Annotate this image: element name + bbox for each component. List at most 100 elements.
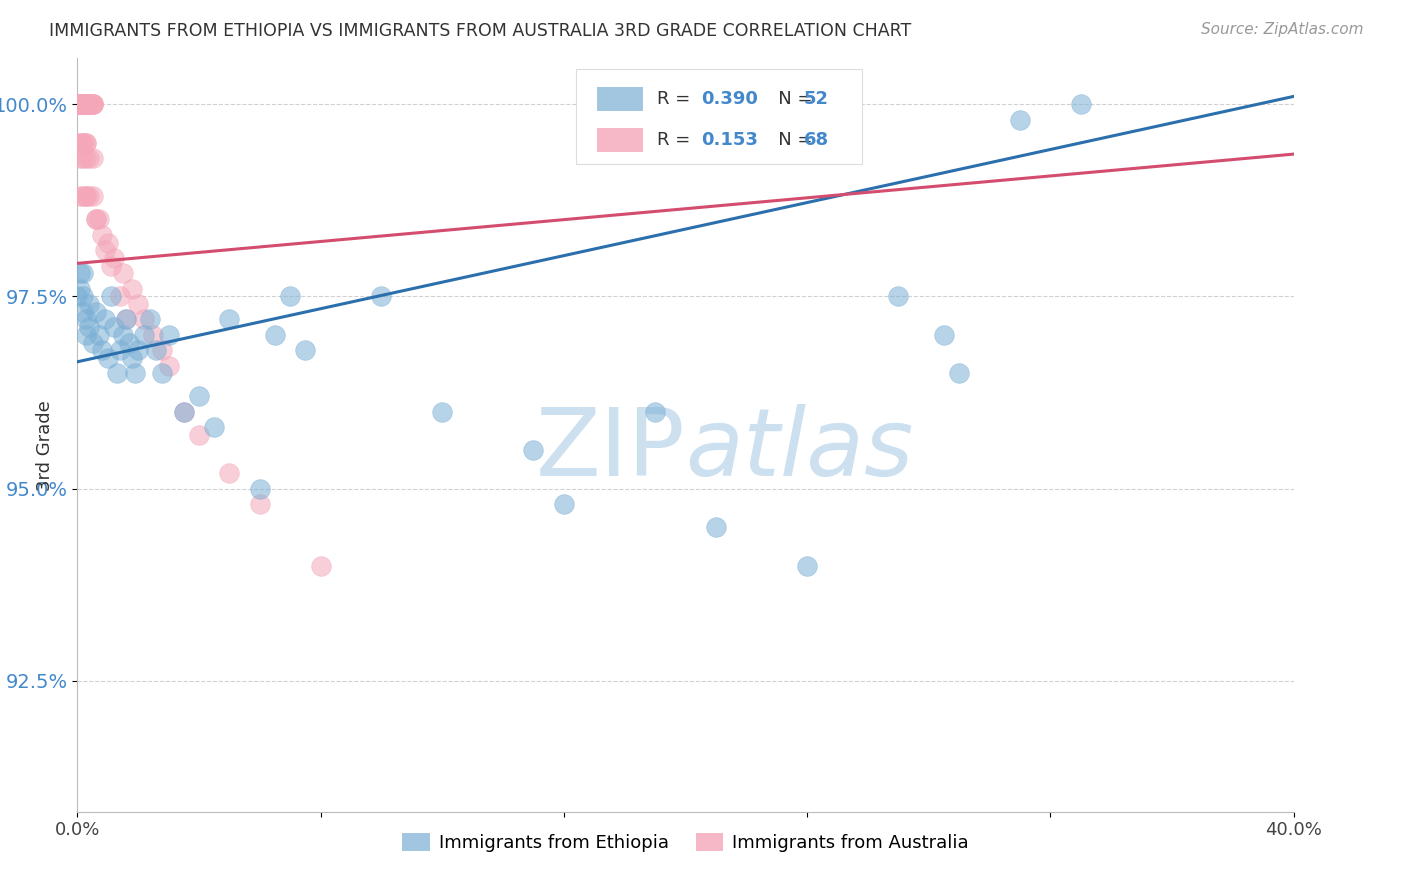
- Point: [69, 189, 91, 203]
- Point: [796, 558, 818, 573]
- Point: [309, 558, 332, 573]
- Text: ZIP: ZIP: [536, 404, 686, 496]
- Point: [75, 97, 97, 112]
- Point: [84, 212, 107, 227]
- Text: Source: ZipAtlas.com: Source: ZipAtlas.com: [1201, 22, 1364, 37]
- Point: [1070, 97, 1092, 112]
- Point: [72, 189, 94, 203]
- Point: [124, 367, 146, 381]
- Point: [82, 335, 104, 350]
- Point: [69, 97, 91, 112]
- Point: [553, 497, 575, 511]
- Point: [188, 428, 211, 442]
- Bar: [596, 87, 643, 111]
- Point: [134, 327, 156, 342]
- Point: [93, 244, 115, 258]
- Point: [75, 151, 97, 165]
- Point: [139, 312, 162, 326]
- Text: R =: R =: [658, 90, 696, 108]
- Point: [264, 327, 287, 342]
- Point: [115, 312, 138, 326]
- Point: [142, 327, 165, 342]
- Point: [108, 343, 131, 358]
- Point: [100, 259, 122, 273]
- Point: [72, 289, 94, 303]
- Point: [79, 297, 101, 311]
- Point: [79, 97, 101, 112]
- Point: [87, 327, 110, 342]
- Point: [249, 482, 271, 496]
- Point: [370, 289, 392, 303]
- Point: [69, 97, 91, 112]
- Text: N =: N =: [761, 131, 818, 149]
- Point: [69, 282, 91, 296]
- Point: [72, 97, 94, 112]
- Point: [887, 289, 910, 303]
- Point: [82, 97, 104, 112]
- Point: [90, 343, 112, 358]
- Point: [82, 97, 104, 112]
- Point: [121, 282, 143, 296]
- Point: [100, 289, 122, 303]
- Text: 0.390: 0.390: [702, 90, 758, 108]
- Point: [72, 305, 94, 319]
- Point: [1008, 112, 1031, 127]
- Point: [66, 289, 89, 303]
- Point: [430, 405, 453, 419]
- Point: [75, 312, 97, 326]
- Point: [66, 97, 89, 112]
- Point: [115, 312, 138, 326]
- Point: [82, 189, 104, 203]
- Text: atlas: atlas: [686, 404, 914, 495]
- Point: [103, 320, 125, 334]
- Point: [79, 97, 101, 112]
- Point: [75, 189, 97, 203]
- Text: IMMIGRANTS FROM ETHIOPIA VS IMMIGRANTS FROM AUSTRALIA 3RD GRADE CORRELATION CHAR: IMMIGRANTS FROM ETHIOPIA VS IMMIGRANTS F…: [49, 22, 911, 40]
- Point: [134, 312, 156, 326]
- Point: [69, 97, 91, 112]
- Point: [79, 320, 101, 334]
- Point: [152, 367, 174, 381]
- Point: [294, 343, 316, 358]
- Point: [111, 327, 134, 342]
- Point: [82, 97, 104, 112]
- Point: [105, 367, 128, 381]
- Point: [79, 151, 101, 165]
- Point: [82, 97, 104, 112]
- Point: [75, 136, 97, 150]
- Point: [69, 97, 91, 112]
- Point: [75, 327, 97, 342]
- Point: [72, 136, 94, 150]
- FancyBboxPatch shape: [576, 70, 862, 163]
- Point: [173, 405, 195, 419]
- Text: 52: 52: [803, 90, 828, 108]
- Point: [932, 327, 955, 342]
- Point: [157, 359, 180, 373]
- Point: [157, 327, 180, 342]
- Point: [72, 266, 94, 280]
- Bar: [596, 128, 643, 153]
- Point: [173, 405, 195, 419]
- Point: [127, 297, 149, 311]
- Point: [948, 367, 970, 381]
- Point: [82, 151, 104, 165]
- Point: [108, 289, 131, 303]
- Point: [75, 189, 97, 203]
- Point: [278, 289, 301, 303]
- Point: [75, 97, 97, 112]
- Point: [66, 97, 89, 112]
- Point: [90, 227, 112, 242]
- Text: R =: R =: [658, 131, 696, 149]
- Point: [103, 251, 125, 265]
- Point: [69, 97, 91, 112]
- Point: [145, 343, 167, 358]
- Point: [118, 335, 141, 350]
- Point: [72, 97, 94, 112]
- Point: [218, 312, 240, 326]
- Point: [111, 266, 134, 280]
- Point: [202, 420, 225, 434]
- Point: [249, 497, 271, 511]
- Point: [72, 136, 94, 150]
- Point: [66, 136, 89, 150]
- Point: [84, 212, 107, 227]
